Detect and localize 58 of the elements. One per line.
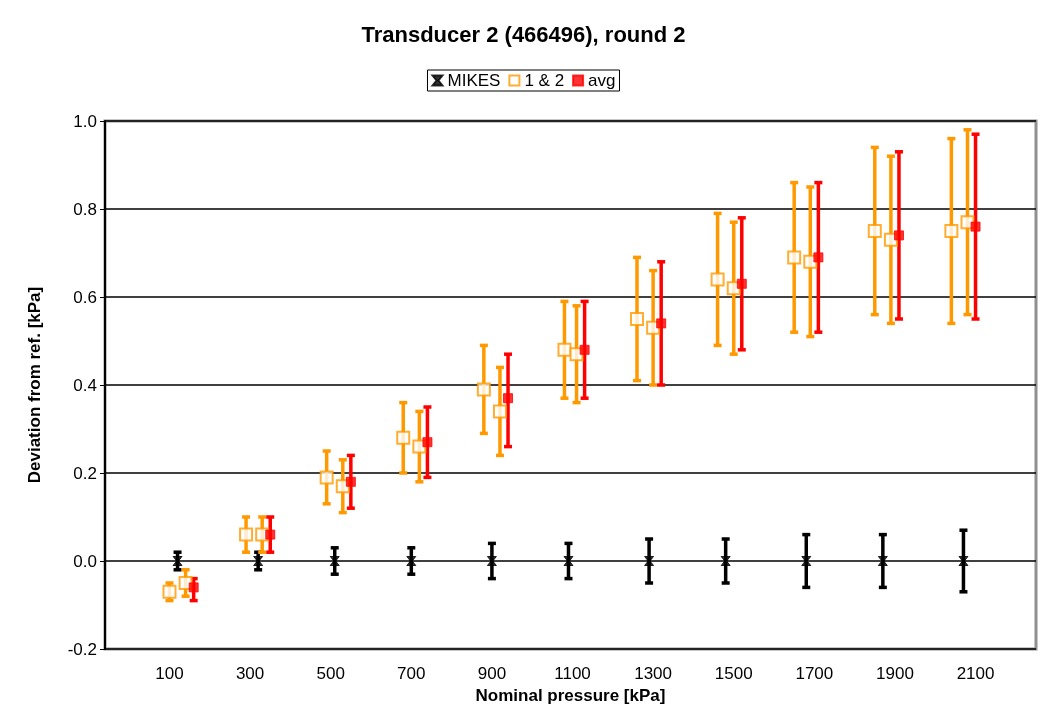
y-axis-title: Deviation from ref. [kPa] bbox=[25, 286, 44, 484]
point bbox=[172, 556, 183, 566]
y-tick-label: 0.2 bbox=[73, 463, 97, 483]
point bbox=[867, 224, 882, 238]
point bbox=[406, 556, 417, 566]
point bbox=[736, 278, 747, 289]
point bbox=[944, 224, 959, 238]
legend-label: avg bbox=[588, 71, 616, 90]
point bbox=[486, 556, 497, 566]
y-tick-label: 0.6 bbox=[73, 287, 97, 307]
point bbox=[710, 272, 725, 287]
point bbox=[253, 556, 264, 566]
y-tick-label: 1.0 bbox=[73, 111, 97, 131]
point bbox=[813, 252, 824, 263]
x-tick-label: 100 bbox=[155, 664, 184, 683]
point bbox=[476, 382, 491, 397]
point bbox=[970, 221, 981, 232]
point bbox=[720, 556, 731, 566]
x-axis-title: Nominal pressure [kPa] bbox=[475, 685, 666, 705]
x-tick-label: 500 bbox=[316, 664, 345, 683]
x-tick-label: 1900 bbox=[876, 664, 914, 683]
legend-label: 1 & 2 bbox=[524, 71, 565, 90]
point bbox=[787, 250, 802, 265]
point bbox=[877, 556, 888, 566]
point bbox=[422, 437, 433, 448]
point bbox=[656, 318, 667, 329]
point bbox=[579, 344, 590, 355]
legend-label: MIKES bbox=[447, 71, 501, 90]
x-tick-label: 2100 bbox=[956, 664, 995, 683]
x-tick-label: 1100 bbox=[554, 664, 591, 683]
point bbox=[329, 556, 340, 566]
point bbox=[893, 230, 904, 241]
point bbox=[345, 476, 356, 487]
point bbox=[396, 430, 411, 445]
point bbox=[162, 584, 177, 599]
y-tick-label: 0.4 bbox=[73, 375, 97, 395]
point bbox=[239, 527, 254, 542]
x-tick-label: 300 bbox=[235, 664, 265, 683]
x-tick-label: 900 bbox=[477, 664, 507, 683]
x-tick-label: 700 bbox=[397, 664, 426, 683]
point bbox=[188, 582, 199, 593]
point bbox=[319, 470, 334, 485]
point bbox=[557, 342, 572, 357]
y-tick-label: -0.2 bbox=[67, 639, 97, 659]
point bbox=[503, 393, 514, 404]
point bbox=[801, 556, 812, 566]
point bbox=[958, 556, 969, 566]
y-tick-label: 0.8 bbox=[73, 199, 97, 219]
point bbox=[644, 556, 655, 566]
x-tick-label: 1700 bbox=[795, 664, 834, 683]
point bbox=[630, 312, 644, 326]
x-tick-label: 1300 bbox=[634, 664, 673, 683]
point bbox=[492, 404, 507, 419]
y-tick-label: 0.0 bbox=[73, 551, 97, 571]
chart-title: Transducer 2 (466496), round 2 bbox=[361, 21, 686, 47]
point bbox=[563, 556, 574, 566]
point bbox=[265, 529, 276, 540]
x-tick-label: 1500 bbox=[714, 664, 753, 683]
